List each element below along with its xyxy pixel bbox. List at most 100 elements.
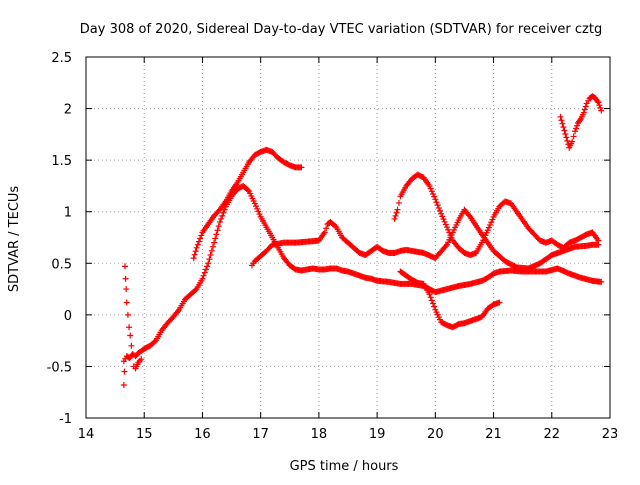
data-point [215,223,222,230]
x-tick-label: 22 [544,427,561,442]
data-point [393,209,400,216]
data-point [193,244,200,251]
series-trace-f [557,93,605,151]
data-point [427,185,434,192]
data-point [564,137,571,144]
data-point [562,131,569,138]
data-point [426,291,433,298]
plot-frame [85,56,611,419]
data-point [121,368,128,375]
data-point [446,229,453,236]
data-point [122,263,129,270]
data-point [151,338,158,345]
data-point [430,300,437,307]
data-point [560,124,567,131]
data-point [439,213,446,220]
data-point [557,113,564,120]
data-point [394,206,401,213]
series-trace-d [391,171,602,259]
data-point [323,225,330,232]
data-point [216,219,223,226]
y-tick-label: 0.5 [51,257,72,272]
data-point [563,134,570,141]
data-point [489,216,496,223]
y-tick-label: 2 [64,103,72,118]
data-point [432,196,439,203]
y-tick-label: -0.5 [47,360,72,375]
data-points [120,93,605,388]
data-point [596,102,603,109]
data-point [213,231,220,238]
data-point [430,190,437,197]
data-point [198,232,205,239]
data-point [202,266,209,273]
data-point [487,221,494,228]
data-point [573,125,580,132]
data-point [569,138,576,145]
data-point [218,215,225,222]
data-point [123,286,130,293]
data-point [128,342,135,349]
data-point [441,218,448,225]
data-point [192,248,199,255]
data-point [442,221,449,228]
y-tick-label: 0 [64,309,72,324]
y-tick-label: 2.5 [51,51,72,66]
data-point [558,117,565,124]
data-point [436,207,443,214]
data-point [298,164,305,171]
data-point [427,294,434,301]
data-point [214,227,221,234]
data-point [598,278,605,285]
data-point [209,243,216,250]
data-point [251,200,258,207]
data-point [580,109,587,116]
data-point [190,255,197,262]
data-point [127,332,134,339]
series-trace-a [120,182,605,365]
axes-frame [85,56,611,419]
data-point [488,219,495,226]
data-point [122,275,129,282]
data-point [559,120,566,127]
data-point [124,311,131,318]
chart-title: Day 308 of 2020, Sidereal Day-to-day VTE… [80,22,602,37]
data-point [256,211,263,218]
data-point [211,239,218,246]
data-point [220,209,227,216]
data-point [570,133,577,140]
data-point [200,272,207,279]
data-point [445,226,452,233]
data-point [219,212,226,219]
data-point [391,215,398,222]
data-point [447,232,454,239]
data-point [205,260,212,267]
data-point [126,324,133,331]
data-point [572,128,579,135]
data-point [438,210,445,217]
data-point [195,238,202,245]
data-point [244,187,251,194]
data-point [576,117,583,124]
data-point [561,127,568,134]
data-point [443,224,450,231]
x-tick-label: 14 [78,427,95,442]
data-point [435,205,442,212]
x-tick-label: 16 [194,427,211,442]
data-point [426,182,433,189]
data-point [440,216,447,223]
data-point [212,235,219,242]
series-trace-c [248,206,602,272]
x-tick-label: 23 [602,427,619,442]
x-tick-label: 15 [136,427,153,442]
series-trace-b [190,146,305,262]
data-point [332,223,339,230]
series-trace-g [120,263,145,388]
data-point [484,227,491,234]
x-tick-label: 19 [369,427,386,442]
data-point [192,287,199,294]
data-point [197,235,204,242]
data-point [434,202,441,209]
grid [86,57,610,418]
data-point [595,237,602,244]
